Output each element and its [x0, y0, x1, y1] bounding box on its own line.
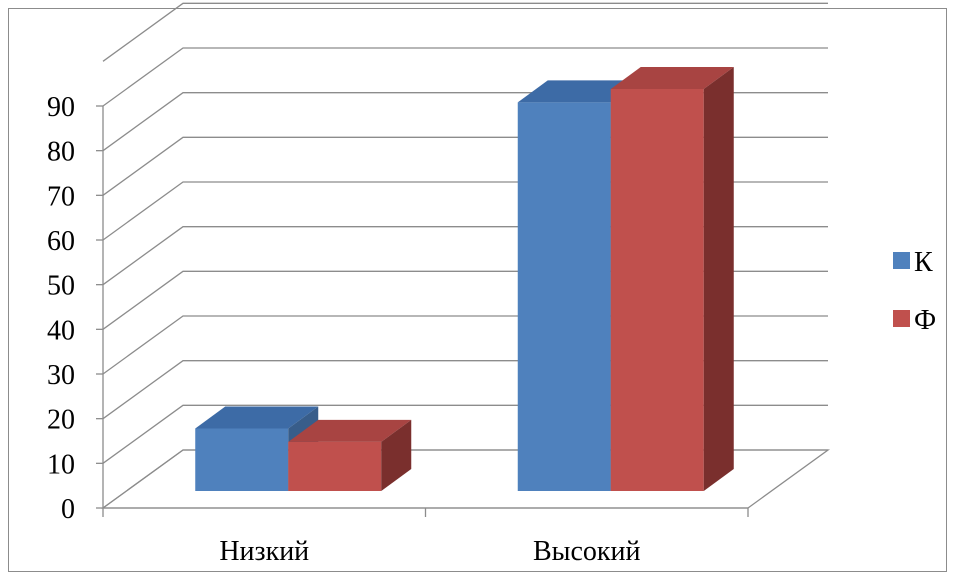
x-tick-label: Высокий	[533, 536, 641, 567]
bar-top	[610, 67, 734, 89]
y-tick-label: 50	[47, 271, 75, 302]
x-axis-ticks: Низкий Высокий	[102, 508, 749, 567]
legend-entry: К	[893, 247, 933, 278]
y-tick-label: 90	[47, 92, 75, 123]
bars	[195, 67, 734, 492]
bar	[610, 67, 734, 491]
bar-top	[288, 419, 412, 442]
y-tick-label: 70	[47, 181, 75, 212]
bar-front	[288, 441, 382, 491]
bar-top	[517, 80, 641, 103]
y-tick-label: 20	[47, 405, 75, 436]
bar-front	[610, 89, 704, 491]
gridline	[102, 2, 828, 62]
bar-side	[703, 67, 734, 491]
y-tick-label: 10	[47, 449, 75, 480]
bar-top	[195, 406, 319, 429]
legend-swatch	[893, 252, 910, 269]
y-tick-label: 60	[47, 226, 75, 257]
legend-label: К	[914, 247, 933, 278]
legend-swatch	[893, 310, 910, 327]
gridline	[102, 47, 828, 107]
y-tick-label: 40	[47, 315, 75, 346]
bar-side	[381, 419, 412, 491]
bar-front	[517, 102, 611, 492]
chart-frame	[8, 8, 947, 572]
x-tick-label: Низкий	[219, 536, 309, 567]
bar	[288, 419, 412, 491]
legend-label: Ф	[914, 305, 936, 336]
y-tick-label: 0	[61, 494, 75, 525]
bar-front	[195, 428, 289, 491]
y-tick-label: 30	[47, 360, 75, 391]
y-tick-label: 80	[47, 137, 75, 168]
y-axis-ticks: 0 10 20 30 40 50 60 70 80 90	[47, 92, 103, 525]
legend: КФ	[893, 247, 936, 336]
legend-entry: Ф	[893, 305, 936, 336]
